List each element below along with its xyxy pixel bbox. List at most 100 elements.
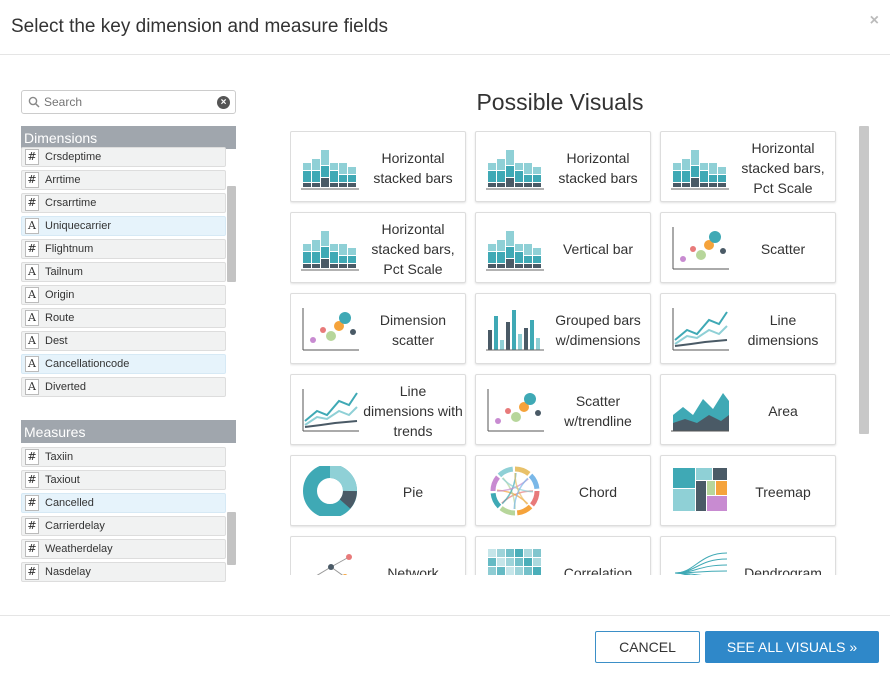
visual-card-label: Grouped bars w/dimensions [555, 311, 641, 348]
dialog-title: Select the key dimension and measure fie… [11, 16, 389, 37]
visual-card-label: Horizontal stacked bars, Pct Scale [371, 220, 455, 277]
visual-card-label: Scatter w/trendline [564, 392, 632, 429]
stacked-bars-icon [301, 150, 359, 190]
numeric-type-icon: # [25, 195, 39, 211]
possible-visuals-title: Possible Visuals [476, 89, 644, 115]
dialog-header: Select the key dimension and measure fie… [0, 0, 890, 55]
line-chart-icon [672, 308, 729, 351]
visual-card[interactable]: Grouped bars w/dimensions [475, 293, 651, 364]
measures-list: # Taxiin # Taxiout # Cancelled # Carrierdelay # W… [21, 447, 226, 582]
field-label: Crsarrtime [45, 197, 97, 209]
dimensions-list: # Crsdeptime # Arrtime # Crsarrtime A Uniquecar… [21, 147, 226, 403]
field-label: Diverted [45, 381, 86, 393]
stacked-bars-icon [486, 150, 544, 190]
visual-card[interactable]: Dendrogram [660, 536, 836, 575]
field-item[interactable]: # Arrtime [21, 170, 226, 190]
visual-card[interactable]: Line dimensions with trends [290, 374, 466, 445]
field-label: Cancelled [45, 497, 94, 509]
field-item[interactable]: A Diverted [21, 377, 226, 397]
field-item[interactable]: A Route [21, 308, 226, 328]
treemap-icon [673, 468, 727, 511]
visual-card-label: Scatter [760, 240, 806, 257]
field-item[interactable]: # Cancelled [21, 493, 226, 513]
field-item[interactable]: # Crsarrtime [21, 193, 226, 213]
field-label: Taxiout [45, 474, 80, 486]
visual-card[interactable]: Horizontal stacked bars [290, 131, 466, 202]
scatter-icon [487, 389, 544, 432]
visual-card-label: Line dimensions with trends [363, 382, 463, 439]
visual-card-label: Horizontal stacked bars [373, 149, 453, 186]
visual-card[interactable]: Scatter [660, 212, 836, 283]
correlation-icon [488, 549, 541, 575]
field-label: Cancellationcode [45, 358, 130, 370]
visual-card[interactable]: Line dimensions [660, 293, 836, 364]
visual-card[interactable]: Area [660, 374, 836, 445]
field-label: Flightnum [45, 243, 94, 255]
field-label: Origin [45, 289, 75, 301]
visuals-scrollbar[interactable] [859, 126, 869, 434]
search-box: × [21, 90, 236, 114]
visual-card[interactable]: Vertical bar [475, 212, 651, 283]
measures-header: Measures [21, 420, 236, 443]
cancel-button[interactable]: CANCEL [595, 631, 700, 663]
field-item[interactable]: A Origin [21, 285, 226, 305]
numeric-type-icon: # [25, 518, 39, 534]
visual-card-label: Network [387, 564, 439, 576]
dimensions-header: Dimensions [21, 126, 236, 149]
field-label: Weatherdelay [45, 543, 113, 555]
field-item[interactable]: A Tailnum [21, 262, 226, 282]
field-item[interactable]: A Cancellationcode [21, 354, 226, 374]
see-all-visuals-button[interactable]: SEE ALL VISUALS » [705, 631, 879, 663]
field-item[interactable]: # Carrierdelay [21, 516, 226, 536]
text-type-icon: A [25, 264, 39, 280]
numeric-type-icon: # [25, 149, 39, 165]
visual-card[interactable]: Horizontal stacked bars [475, 131, 651, 202]
stacked-bars-icon [486, 231, 544, 271]
visual-card[interactable]: Dimension scatter [290, 293, 466, 364]
visual-card[interactable]: Correlation [475, 536, 651, 575]
visual-card-label: Area [768, 402, 798, 419]
field-label: Uniquecarrier [45, 220, 112, 232]
text-type-icon: A [25, 310, 39, 326]
field-label: Dest [45, 335, 68, 347]
numeric-type-icon: # [25, 449, 39, 465]
visual-card[interactable]: Horizontal stacked bars, Pct Scale [660, 131, 836, 202]
close-icon[interactable]: × [869, 12, 879, 29]
visual-card[interactable]: Pie [290, 455, 466, 526]
visual-card[interactable]: Scatter w/trendline [475, 374, 651, 445]
field-item[interactable]: # Crsdeptime [21, 147, 226, 167]
network-icon [316, 554, 352, 575]
text-type-icon: A [25, 218, 39, 234]
field-label: Crsdeptime [45, 151, 102, 163]
dimensions-scrollbar[interactable] [227, 186, 236, 282]
grouped-bars-icon [486, 310, 544, 351]
field-item[interactable]: A Dest [21, 331, 226, 351]
field-item[interactable]: A Uniquecarrier [21, 216, 226, 236]
visual-card-label: Pie [402, 483, 424, 500]
stacked-bars-icon [301, 231, 359, 271]
numeric-type-icon: # [25, 495, 39, 511]
search-icon [28, 96, 40, 108]
search-input[interactable] [44, 94, 224, 110]
field-item[interactable]: # Taxiout [21, 470, 226, 490]
field-label: Tailnum [45, 266, 83, 278]
visual-card[interactable]: Chord [475, 455, 651, 526]
measures-scrollbar[interactable] [227, 512, 236, 565]
numeric-type-icon: # [25, 541, 39, 557]
numeric-type-icon: # [25, 172, 39, 188]
dimension-scatter-icon [302, 308, 359, 351]
field-item[interactable]: # Nasdelay [21, 562, 226, 582]
visual-card-label: Dendrogram [744, 564, 822, 576]
visual-card[interactable]: Treemap [660, 455, 836, 526]
text-type-icon: A [25, 356, 39, 372]
field-item[interactable]: # Weatherdelay [21, 539, 226, 559]
clear-search-icon[interactable]: × [217, 96, 230, 109]
visual-card[interactable]: Network [290, 536, 466, 575]
field-label: Carrierdelay [45, 520, 105, 532]
visual-card[interactable]: Horizontal stacked bars, Pct Scale [290, 212, 466, 283]
dialog-footer [0, 615, 890, 673]
stacked-bars-icon [671, 150, 729, 190]
field-item[interactable]: # Flightnum [21, 239, 226, 259]
field-item[interactable]: # Taxiin [21, 447, 226, 467]
